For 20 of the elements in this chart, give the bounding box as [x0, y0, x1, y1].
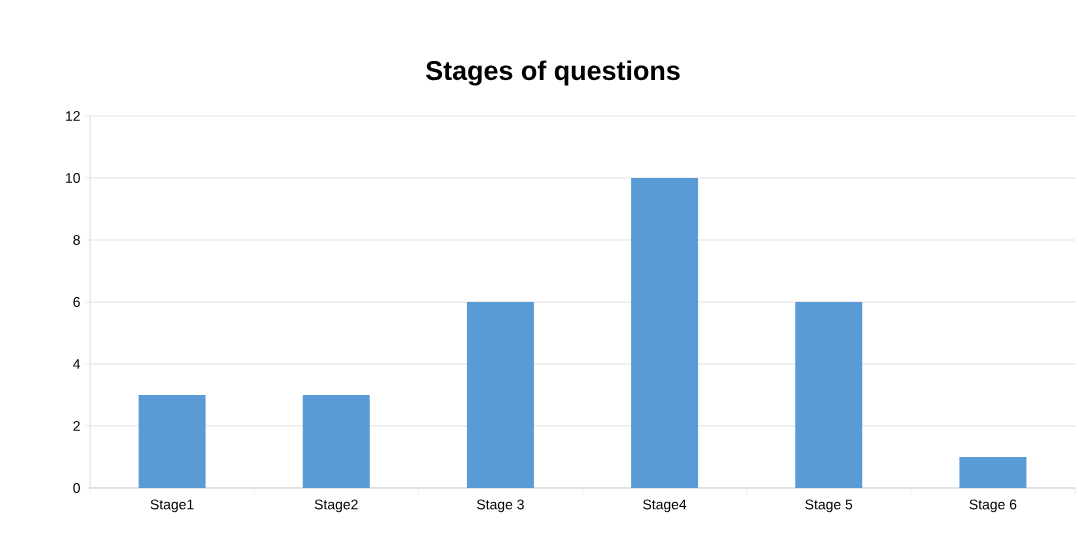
x-tick-label: Stage2	[314, 499, 358, 513]
y-tick-label: 0	[73, 483, 80, 493]
bar	[302, 394, 370, 488]
x-tick-label: Stage 5	[805, 499, 853, 513]
y-tick-label: 2	[73, 421, 80, 431]
x-tick-label: Stage1	[150, 499, 194, 513]
bar	[959, 456, 1027, 488]
bar	[466, 301, 534, 488]
bar	[795, 301, 863, 488]
x-tick-label: Stage4	[643, 499, 687, 513]
y-tick-label: 10	[66, 173, 80, 183]
y-tick-label: 4	[73, 359, 81, 369]
bar	[138, 394, 206, 488]
y-tick-label: 6	[73, 297, 80, 307]
y-tick-label: 12	[66, 111, 80, 121]
x-tick-label: Stage 3	[477, 499, 524, 513]
x-tick-label: Stage 6	[969, 499, 1017, 513]
y-tick-label: 8	[73, 235, 80, 245]
bar	[631, 177, 699, 488]
chart-title: Stages of questions	[426, 60, 680, 86]
